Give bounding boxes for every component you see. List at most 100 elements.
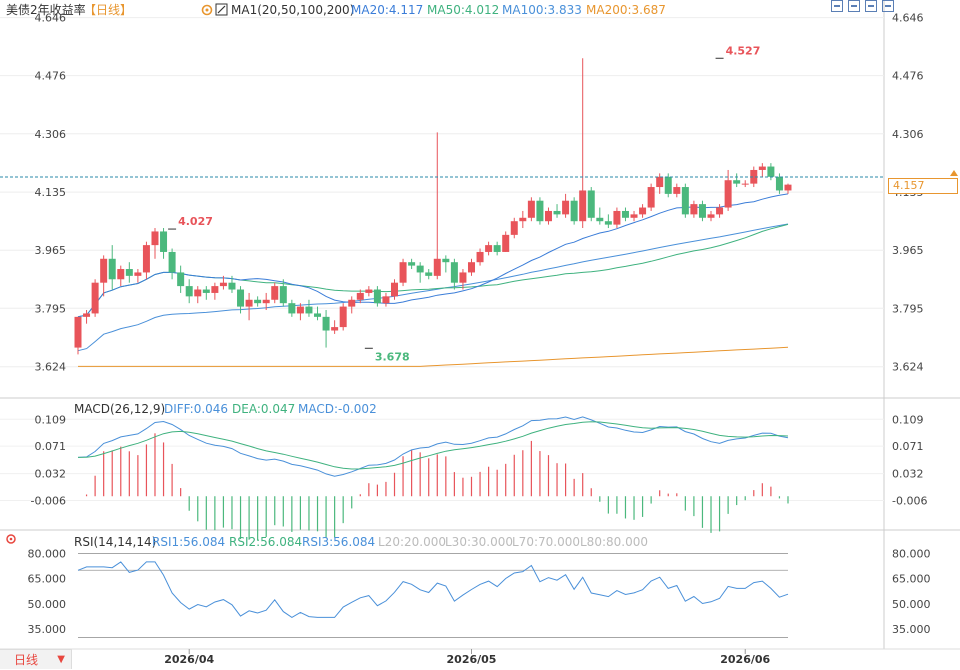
candle: [784, 183, 792, 194]
rsi-tick-left: 80.000: [28, 547, 67, 560]
price-up-arrow-icon: [950, 170, 958, 176]
candle: [433, 132, 441, 280]
y-tick-left: 4.306: [35, 128, 67, 141]
candle: [690, 200, 698, 218]
candle: [245, 292, 253, 321]
y-tick-left: 4.646: [35, 12, 67, 25]
candle: [767, 163, 775, 181]
rsi-2: RSI2:56.084: [229, 535, 302, 549]
rsi-l20: L20:20.000: [378, 535, 446, 549]
candle: [741, 180, 749, 188]
rsi-l80: L80:80.000: [580, 535, 648, 549]
zoom-out-icon[interactable]: [848, 0, 860, 12]
candle: [314, 306, 322, 321]
y-tick-left: 3.624: [35, 361, 67, 374]
candle: [305, 299, 313, 317]
annotation-label: 3.678: [375, 350, 410, 363]
macd-dea: DEA:0.047: [232, 402, 295, 416]
candle: [750, 166, 758, 188]
macd-panel: 0.109 0.109 0.071 0.071 0.032 0.032 -0.006 -0.0…: [0, 413, 927, 541]
ma100-line: [77, 223, 789, 352]
candle: [459, 269, 467, 290]
ma50-line: [77, 223, 789, 318]
y-tick-right: 4.476: [892, 70, 924, 83]
candle: [185, 279, 193, 304]
scroll-left-icon[interactable]: [865, 0, 877, 12]
main-gridlines: [0, 17, 884, 368]
macd-tick-left: 0.109: [35, 413, 67, 426]
x-tick-label: 2026/06: [720, 653, 770, 666]
candle: [664, 173, 672, 198]
y-tick-left: 3.795: [35, 302, 67, 315]
price-axis: 4.6464.6464.4764.4764.3064.3064.1354.135…: [35, 12, 924, 374]
rsi-tick-right: 80.000: [892, 547, 931, 560]
candle: [467, 258, 475, 276]
candle: [279, 279, 287, 307]
rsi-title: RSI(14,14,14): [74, 535, 156, 549]
legend-ma100: MA100:3.833: [502, 3, 582, 17]
candle: [237, 286, 245, 314]
y-tick-right: 3.624: [892, 361, 924, 374]
candle: [536, 197, 544, 225]
candle: [647, 183, 655, 211]
legend-ma50: MA50:4.012: [427, 3, 499, 17]
candle: [356, 289, 364, 304]
candle: [758, 163, 766, 177]
rsi-1: RSI1:56.084: [152, 535, 225, 549]
y-tick-right: 3.795: [892, 302, 924, 315]
candle: [348, 296, 356, 314]
candle: [519, 210, 527, 229]
macd-title: MACD(26,12,9): [74, 402, 165, 416]
y-tick-right: 4.306: [892, 128, 924, 141]
rsi-tick-right: 50.000: [892, 598, 931, 611]
rsi-l70: L70:70.000: [512, 535, 580, 549]
edit-icon[interactable]: [215, 3, 228, 16]
candle: [527, 197, 535, 222]
candle: [288, 299, 296, 317]
candle: [604, 214, 612, 229]
candle: [125, 262, 133, 283]
annotation-label: 4.027: [178, 215, 213, 228]
candle: [681, 183, 689, 218]
y-tick-left: 4.476: [35, 70, 67, 83]
period-selector-label: 日线: [14, 653, 39, 667]
candle: [194, 286, 202, 304]
macd-tick-right: 0.071: [892, 440, 924, 453]
macd-tick-right: 0.032: [892, 468, 924, 481]
rsi-line: [77, 561, 789, 618]
current-price-tag: 4.157: [888, 178, 958, 194]
zoom-in-icon[interactable]: [831, 0, 843, 12]
rsi-3: RSI3:56.084: [302, 535, 375, 549]
indicator-settings-icon[interactable]: [6, 534, 16, 544]
candle: [365, 286, 373, 297]
candle: [733, 173, 741, 188]
candle: [108, 245, 116, 290]
candle: [142, 241, 150, 280]
candle: [416, 262, 424, 283]
y-tick-right: 3.965: [892, 244, 924, 257]
period-selector[interactable]: 日线 ▼: [0, 649, 72, 669]
candle: [596, 207, 604, 225]
rsi-tick-right: 65.000: [892, 573, 931, 586]
legend-ma200: MA200:3.687: [586, 3, 666, 17]
macd-tick-right: -0.006: [892, 494, 927, 507]
legend-title: 美债2年收益率: [6, 2, 86, 17]
scroll-right-icon[interactable]: [882, 0, 894, 12]
candle: [639, 204, 647, 218]
candle: [613, 207, 621, 229]
candle: [202, 286, 210, 300]
candle: [100, 255, 108, 297]
macd-tick-left: -0.006: [31, 494, 66, 507]
candle: [553, 204, 561, 218]
candle: [117, 265, 125, 287]
macd-tick-right: 0.109: [892, 413, 924, 426]
candle: [91, 279, 99, 317]
candle: [262, 292, 270, 311]
macd-value: MACD:-0.002: [298, 402, 377, 416]
candle: [331, 320, 339, 334]
chart-toolbar: [831, 0, 894, 14]
settings-gear-icon[interactable]: [201, 4, 213, 16]
ma20-line: [77, 193, 789, 318]
legend-ma-label: MA1(20,50,100,200): [231, 3, 354, 17]
